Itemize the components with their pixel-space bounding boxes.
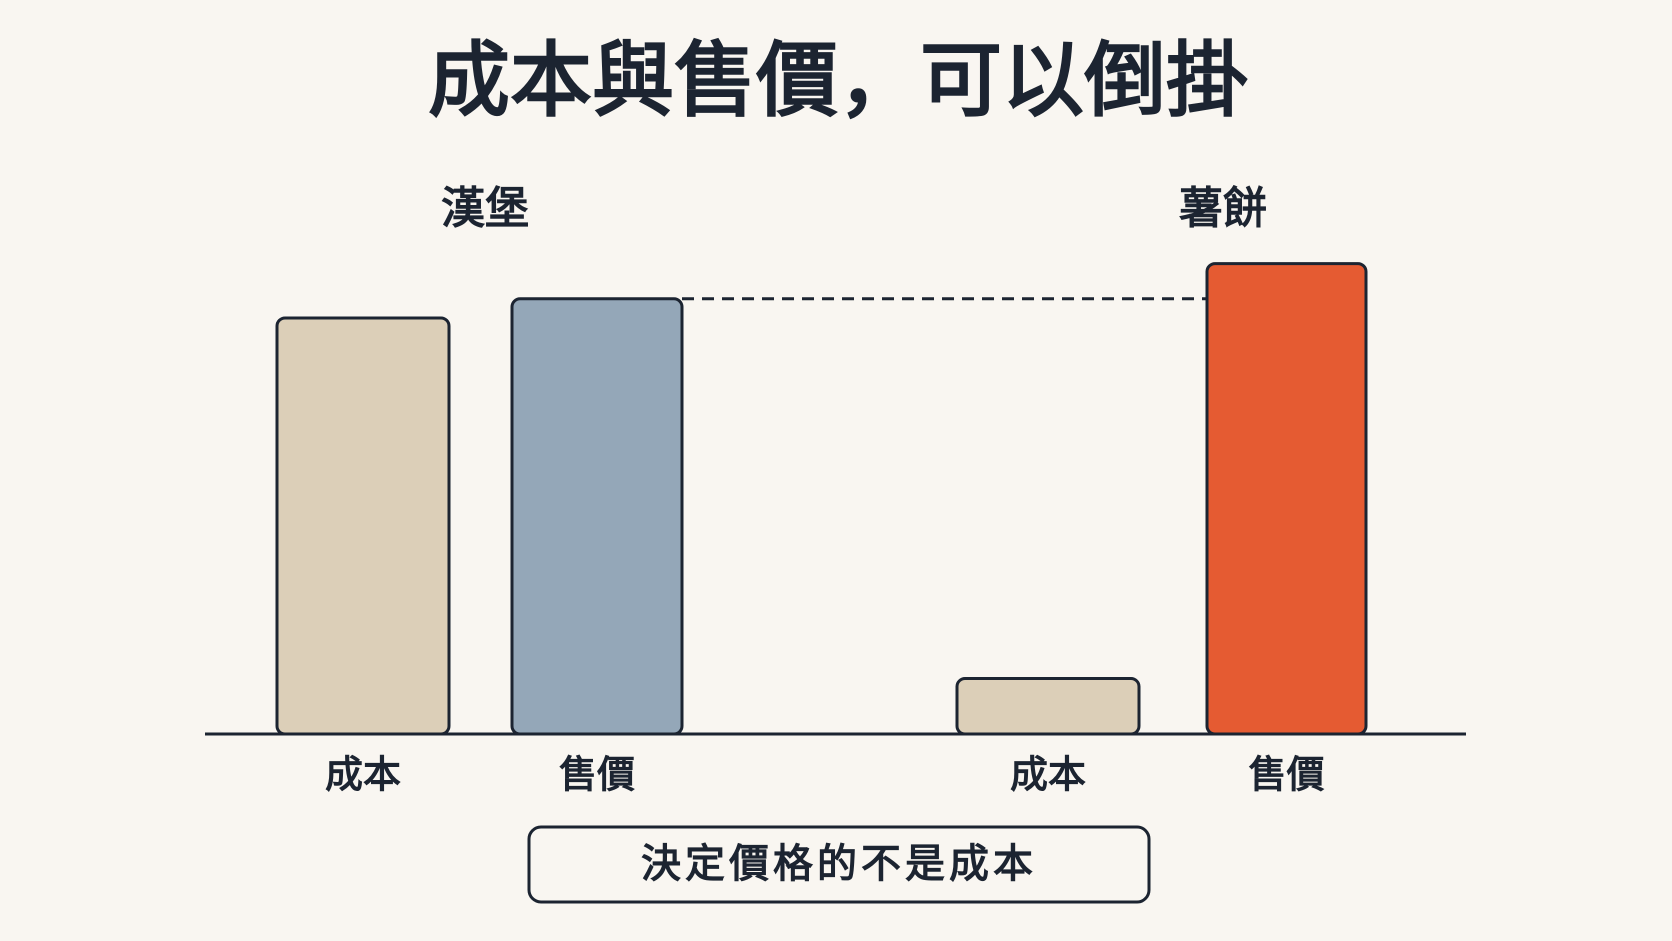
group-label: 漢堡	[441, 183, 529, 234]
bar	[955, 677, 1141, 736]
chart-title: 成本與售價，可以倒掛	[428, 33, 1248, 128]
annotation: 決定價格的不是成本	[641, 841, 1037, 887]
bar	[1205, 262, 1368, 736]
x-tick-label: 成本	[1010, 753, 1086, 797]
bar	[275, 316, 451, 736]
x-tick-label: 售價	[1248, 753, 1324, 797]
group-label: 薯餅	[1179, 183, 1267, 234]
bar	[510, 297, 684, 736]
annotation-box	[527, 825, 1151, 904]
x-tick-label: 售價	[559, 753, 635, 797]
x-tick-label: 成本	[325, 753, 401, 797]
